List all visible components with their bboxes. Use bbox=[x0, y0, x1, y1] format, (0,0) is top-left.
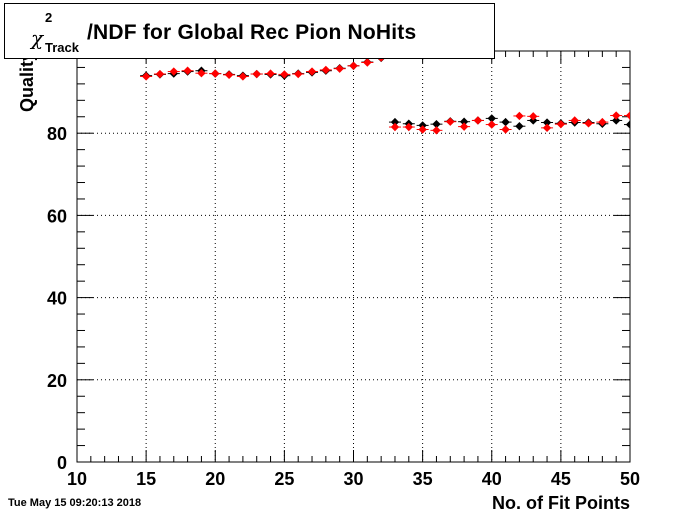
y-tick-label: 40 bbox=[47, 289, 67, 309]
page-title: /NDF for Global Rec Pion NoHits bbox=[87, 21, 417, 44]
y-tick-label: 20 bbox=[47, 371, 67, 391]
data-point-red bbox=[584, 119, 593, 128]
data-point-black bbox=[515, 122, 524, 131]
data-point-red bbox=[556, 119, 566, 129]
plot-frame bbox=[76, 50, 631, 463]
data-point-red bbox=[294, 69, 303, 79]
data-point-red bbox=[598, 117, 607, 127]
x-axis-label: No. of Fit Points bbox=[492, 493, 630, 513]
title-box: χ 2 Track /NDF for Global Rec Pion NoHit… bbox=[4, 3, 495, 59]
tick-labels: 101520253035404550020406080100 bbox=[37, 42, 640, 489]
x-tick-label: 40 bbox=[482, 469, 502, 489]
data-point-black bbox=[390, 117, 400, 127]
data-point-red bbox=[363, 58, 372, 67]
timestamp: Tue May 15 09:20:13 2018 bbox=[8, 497, 142, 509]
data-point-red bbox=[211, 69, 220, 78]
data-point-red bbox=[390, 122, 400, 132]
data-point-red bbox=[238, 72, 248, 81]
x-tick-label: 35 bbox=[413, 469, 433, 489]
data-point-black bbox=[501, 117, 510, 127]
data-point-red bbox=[459, 122, 469, 131]
data-point-red bbox=[307, 67, 317, 76]
data-point-red bbox=[432, 126, 441, 135]
data-point-red bbox=[611, 111, 621, 120]
data-point-red bbox=[169, 67, 178, 76]
axis-ticks bbox=[76, 50, 631, 463]
data-point-black bbox=[432, 119, 441, 129]
data-point-red bbox=[473, 116, 483, 125]
y-tick-label: 60 bbox=[47, 206, 67, 226]
x-tick-label: 20 bbox=[205, 469, 225, 489]
y-tick-label: 80 bbox=[47, 124, 67, 144]
data-point-red bbox=[335, 64, 344, 73]
x-tick-label: 50 bbox=[620, 469, 640, 489]
data-points bbox=[140, 53, 630, 135]
data-point-red bbox=[418, 125, 427, 134]
data-point-red bbox=[404, 122, 413, 132]
data-point-red bbox=[224, 70, 234, 80]
data-point-red bbox=[446, 117, 455, 126]
data-point-red bbox=[542, 123, 552, 133]
data-point-black bbox=[542, 118, 552, 127]
y-axis-label: Quality bbox=[17, 51, 37, 112]
data-point-red bbox=[515, 111, 524, 121]
x-tick-label: 25 bbox=[274, 469, 294, 489]
data-point-red bbox=[141, 72, 151, 81]
title-subscript: Track bbox=[45, 40, 79, 55]
title-chi-symbol: χ bbox=[31, 26, 44, 50]
data-point-red bbox=[183, 66, 192, 75]
data-point-red bbox=[197, 68, 206, 78]
grid bbox=[77, 51, 630, 462]
data-point-red bbox=[349, 61, 358, 70]
data-point-red bbox=[501, 125, 510, 134]
data-point-black bbox=[625, 120, 630, 129]
x-tick-label: 30 bbox=[343, 469, 363, 489]
data-point-red bbox=[487, 120, 496, 129]
data-point-red bbox=[321, 65, 331, 75]
data-point-red bbox=[280, 70, 289, 79]
data-point-red bbox=[252, 69, 261, 79]
data-point-black bbox=[459, 117, 469, 126]
data-point-red bbox=[570, 116, 579, 125]
y-tick-label: 0 bbox=[57, 453, 67, 473]
data-point-black bbox=[611, 116, 621, 125]
x-tick-label: 15 bbox=[136, 469, 156, 489]
data-point-red bbox=[625, 111, 630, 120]
data-point-black bbox=[487, 114, 496, 123]
data-point-red bbox=[155, 69, 165, 79]
x-tick-label: 10 bbox=[67, 469, 87, 489]
data-point-red bbox=[529, 112, 538, 121]
x-tick-label: 45 bbox=[551, 469, 571, 489]
data-point-red bbox=[266, 69, 275, 78]
title-superscript: 2 bbox=[45, 10, 53, 25]
